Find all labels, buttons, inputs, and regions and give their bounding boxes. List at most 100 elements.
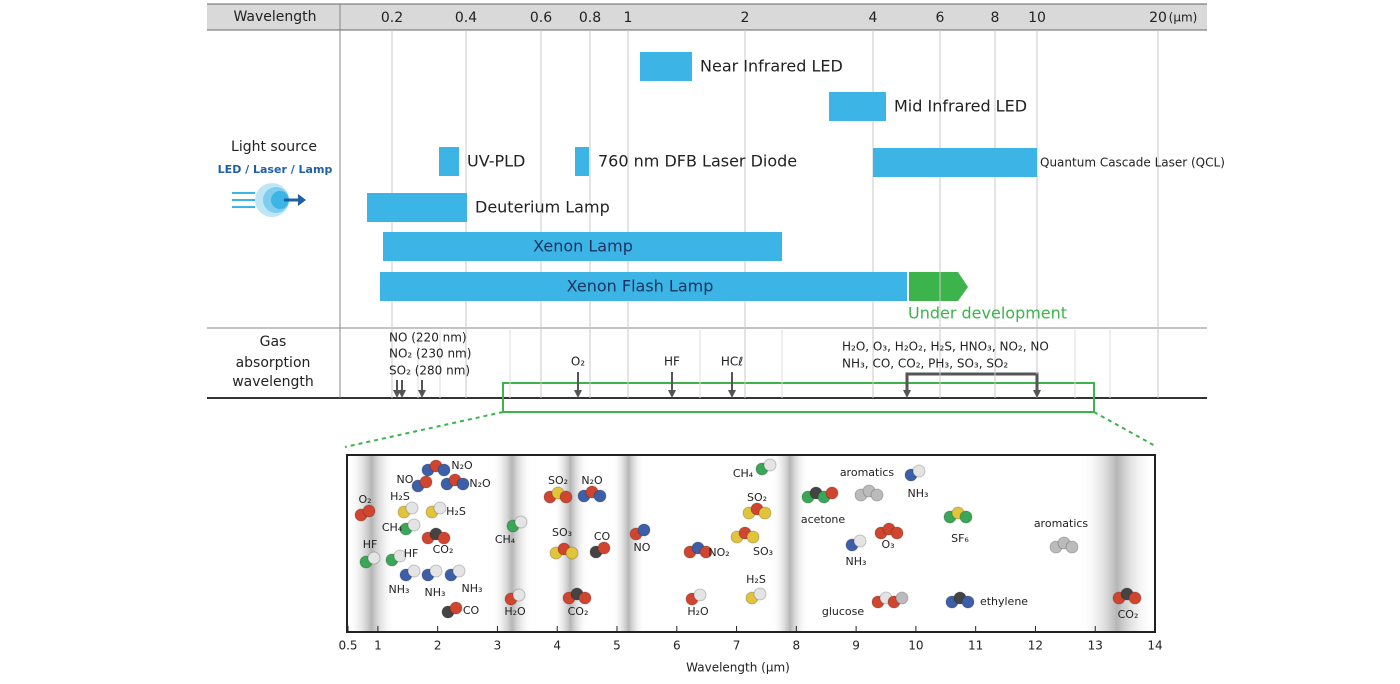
label: 3 [494, 639, 502, 653]
molecule [441, 601, 463, 619]
label: 2 [741, 10, 750, 26]
zoom-line [344, 411, 504, 448]
label: Wavelength [233, 9, 316, 25]
molecule [506, 515, 528, 533]
molecule [421, 564, 443, 582]
label: H₂O [687, 605, 709, 618]
molecule [1112, 587, 1142, 605]
arrow-head [903, 390, 911, 398]
label: 2 [434, 639, 442, 653]
molecule [945, 591, 975, 609]
atom [437, 531, 451, 545]
molecule [421, 527, 451, 545]
absorption-band [612, 456, 645, 631]
molecule [943, 506, 973, 524]
molecule [549, 542, 579, 560]
atom [429, 564, 443, 578]
atom [437, 463, 451, 477]
source-bar [380, 272, 907, 301]
molecule [1049, 536, 1079, 554]
label: 12 [1028, 639, 1043, 653]
label: aromatics [1034, 517, 1089, 530]
source-bar [829, 92, 886, 121]
label: SO₂ [548, 474, 568, 487]
label: UV-PLD [467, 152, 525, 171]
atom [763, 458, 777, 472]
label: CH₄ [382, 521, 403, 534]
label: 760 nm DFB Laser Diode [598, 152, 797, 171]
label: NH₃ [908, 487, 929, 500]
label: 0.2 [381, 10, 403, 26]
label: aromatics [840, 466, 895, 479]
label: NO [397, 473, 414, 486]
label: NH₃, CO, CO₂, PH₃, SO₃, SO₂ [842, 357, 1008, 371]
label: Deuterium Lamp [475, 198, 610, 217]
label: 8 [793, 639, 801, 653]
label: NO [634, 541, 651, 554]
label: Light source [231, 139, 317, 155]
atom [746, 530, 760, 544]
atom [405, 501, 419, 515]
label: 5 [613, 639, 621, 653]
label: SO₂ (280 nm) [389, 364, 470, 378]
molecule [874, 522, 904, 540]
atom [433, 501, 447, 515]
molecule [504, 588, 526, 606]
label: CO [594, 530, 611, 543]
label: Wavelength (μm) [686, 661, 790, 675]
molecule [444, 564, 466, 582]
label: 1 [624, 10, 633, 26]
label: 11 [968, 639, 983, 653]
molecule [730, 526, 760, 544]
source-bar [439, 147, 459, 176]
atom [853, 534, 867, 548]
molecule [399, 518, 421, 536]
molecule [589, 541, 611, 559]
molecule [742, 502, 772, 520]
label: N₂O [581, 474, 603, 487]
label: LED / Laser / Lamp [218, 163, 333, 176]
molecule [359, 551, 381, 569]
label: 6 [936, 10, 945, 26]
label: 0.8 [579, 10, 601, 26]
atom [449, 601, 463, 615]
atom [407, 518, 421, 532]
label: CO₂ [568, 605, 589, 618]
label: CH₄ [733, 467, 754, 480]
label: NO₂ [708, 546, 729, 559]
label: HF [664, 355, 680, 369]
label: 20 [1149, 10, 1167, 26]
atom [597, 541, 611, 555]
atom [1128, 591, 1142, 605]
source-bar [640, 52, 692, 81]
label: CO [463, 604, 480, 617]
atom [593, 489, 607, 503]
label: 1 [374, 639, 382, 653]
label: NO₂ (230 nm) [389, 347, 471, 361]
molecule [354, 504, 376, 522]
zoom-box [502, 382, 1095, 413]
molecule [425, 501, 447, 519]
label: acetone [801, 513, 846, 526]
molecule [683, 541, 713, 559]
atom [912, 464, 926, 478]
atom [693, 588, 707, 602]
label: 10 [908, 639, 923, 653]
molecule [399, 564, 421, 582]
label: SO₂ [747, 491, 767, 504]
development-arrow [909, 272, 968, 301]
absorption-band [348, 456, 395, 631]
molecule [801, 486, 839, 504]
label: Under development [908, 304, 1067, 323]
arrow-head [1033, 390, 1041, 398]
label: 7 [733, 639, 741, 653]
arrow-head [398, 390, 406, 398]
molecule [440, 473, 470, 491]
atom [637, 523, 651, 537]
atom [452, 564, 466, 578]
header-bg [207, 4, 1207, 30]
atom [456, 477, 470, 491]
label: CH₄ [495, 533, 516, 546]
label: 9 [852, 639, 860, 653]
